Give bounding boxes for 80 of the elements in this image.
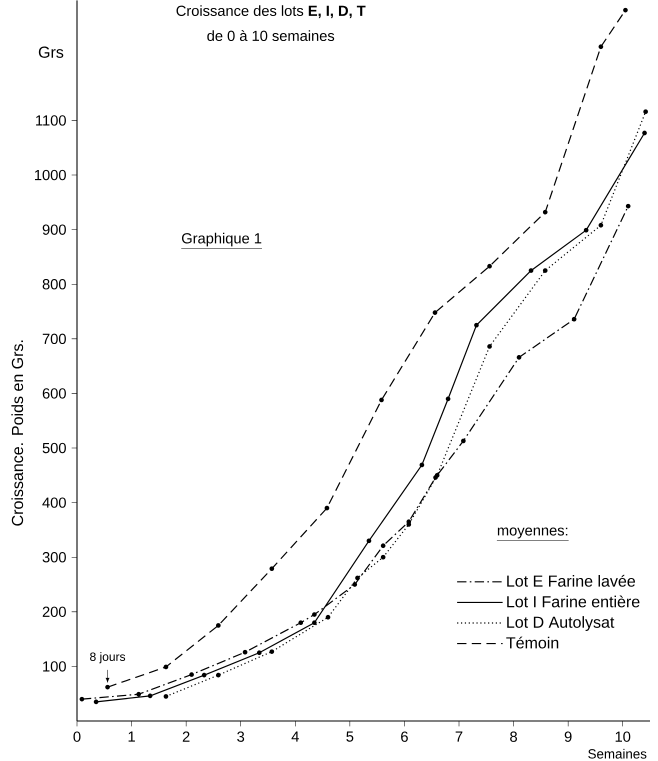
x-tick-label: 7 xyxy=(456,732,462,742)
point xyxy=(380,543,386,548)
y-tick-label: 600 xyxy=(42,388,66,399)
annotation: 8 jours xyxy=(90,652,126,664)
point xyxy=(105,684,110,690)
point xyxy=(626,204,631,208)
point xyxy=(623,8,628,12)
point xyxy=(598,44,604,50)
x-axis-title: Semaines xyxy=(588,748,646,759)
point xyxy=(584,228,588,233)
point xyxy=(446,396,450,402)
x-tick-label: 3 xyxy=(237,732,244,742)
point xyxy=(269,649,274,654)
y-tick-label: 1100 xyxy=(36,115,66,126)
point xyxy=(487,344,492,349)
point xyxy=(461,438,466,444)
point xyxy=(202,672,206,678)
y-tick-label: 700 xyxy=(42,334,66,344)
point xyxy=(298,620,304,626)
point xyxy=(80,696,84,702)
y-tick-label: 800 xyxy=(42,279,66,290)
point xyxy=(256,650,262,656)
x-tick-label: 1 xyxy=(128,732,135,742)
point xyxy=(269,566,274,572)
chart-title: Croissance des lots E, I, D, T xyxy=(176,5,366,18)
point xyxy=(216,672,221,678)
point xyxy=(380,554,386,560)
point xyxy=(542,268,548,273)
y-tick-label: 500 xyxy=(42,442,66,454)
legend-label: Lot I Farine entière xyxy=(507,595,640,608)
point xyxy=(542,210,548,214)
legend-title: moyennes: xyxy=(498,528,568,538)
point xyxy=(242,650,248,655)
point xyxy=(474,322,479,328)
point xyxy=(148,694,152,698)
point xyxy=(136,692,141,697)
point xyxy=(643,109,648,114)
point xyxy=(164,664,168,670)
x-tick-label: 5 xyxy=(346,732,354,742)
point xyxy=(572,316,576,322)
point xyxy=(216,623,221,628)
point xyxy=(487,264,492,269)
point xyxy=(189,672,194,677)
text: Grs xyxy=(38,46,64,58)
point xyxy=(324,506,330,510)
point xyxy=(516,355,522,360)
x-tick-label: 10 xyxy=(616,732,630,742)
y-axis-title: Croissance. Poids en Grs. xyxy=(11,340,24,526)
y-tick-label: 100 xyxy=(43,661,66,672)
point xyxy=(312,620,317,626)
legend-label: Lot D Autolysat xyxy=(507,616,614,632)
legend-label: Témoin xyxy=(506,636,558,648)
point xyxy=(598,222,604,228)
y-tick-label: 1000 xyxy=(34,170,66,180)
annotation: Graphique 1 xyxy=(182,232,262,246)
point xyxy=(164,694,168,699)
x-tick-label: 0 xyxy=(73,732,80,742)
x-tick-label: 8 xyxy=(510,732,517,742)
point xyxy=(366,538,372,544)
x-tick-label: 6 xyxy=(401,732,408,742)
y-tick-label: 400 xyxy=(42,497,66,508)
point xyxy=(355,576,360,580)
point xyxy=(352,582,358,587)
point xyxy=(312,612,317,617)
x-tick-label: 9 xyxy=(564,732,572,742)
point xyxy=(379,398,384,402)
x-tick-label: 4 xyxy=(292,732,299,742)
y-tick-label: 200 xyxy=(42,606,66,617)
point xyxy=(432,310,438,315)
text: de 0 à 10 semaines xyxy=(207,30,334,42)
legend-label: Lot E Farine lavée xyxy=(507,574,636,587)
point xyxy=(94,700,98,704)
point xyxy=(326,614,330,620)
y-tick-label: 900 xyxy=(42,224,66,235)
point xyxy=(642,130,647,136)
point xyxy=(434,472,440,478)
point xyxy=(420,462,424,468)
y-tick-label: 300 xyxy=(42,552,66,562)
x-tick-label: 2 xyxy=(182,732,190,742)
point xyxy=(528,268,534,273)
